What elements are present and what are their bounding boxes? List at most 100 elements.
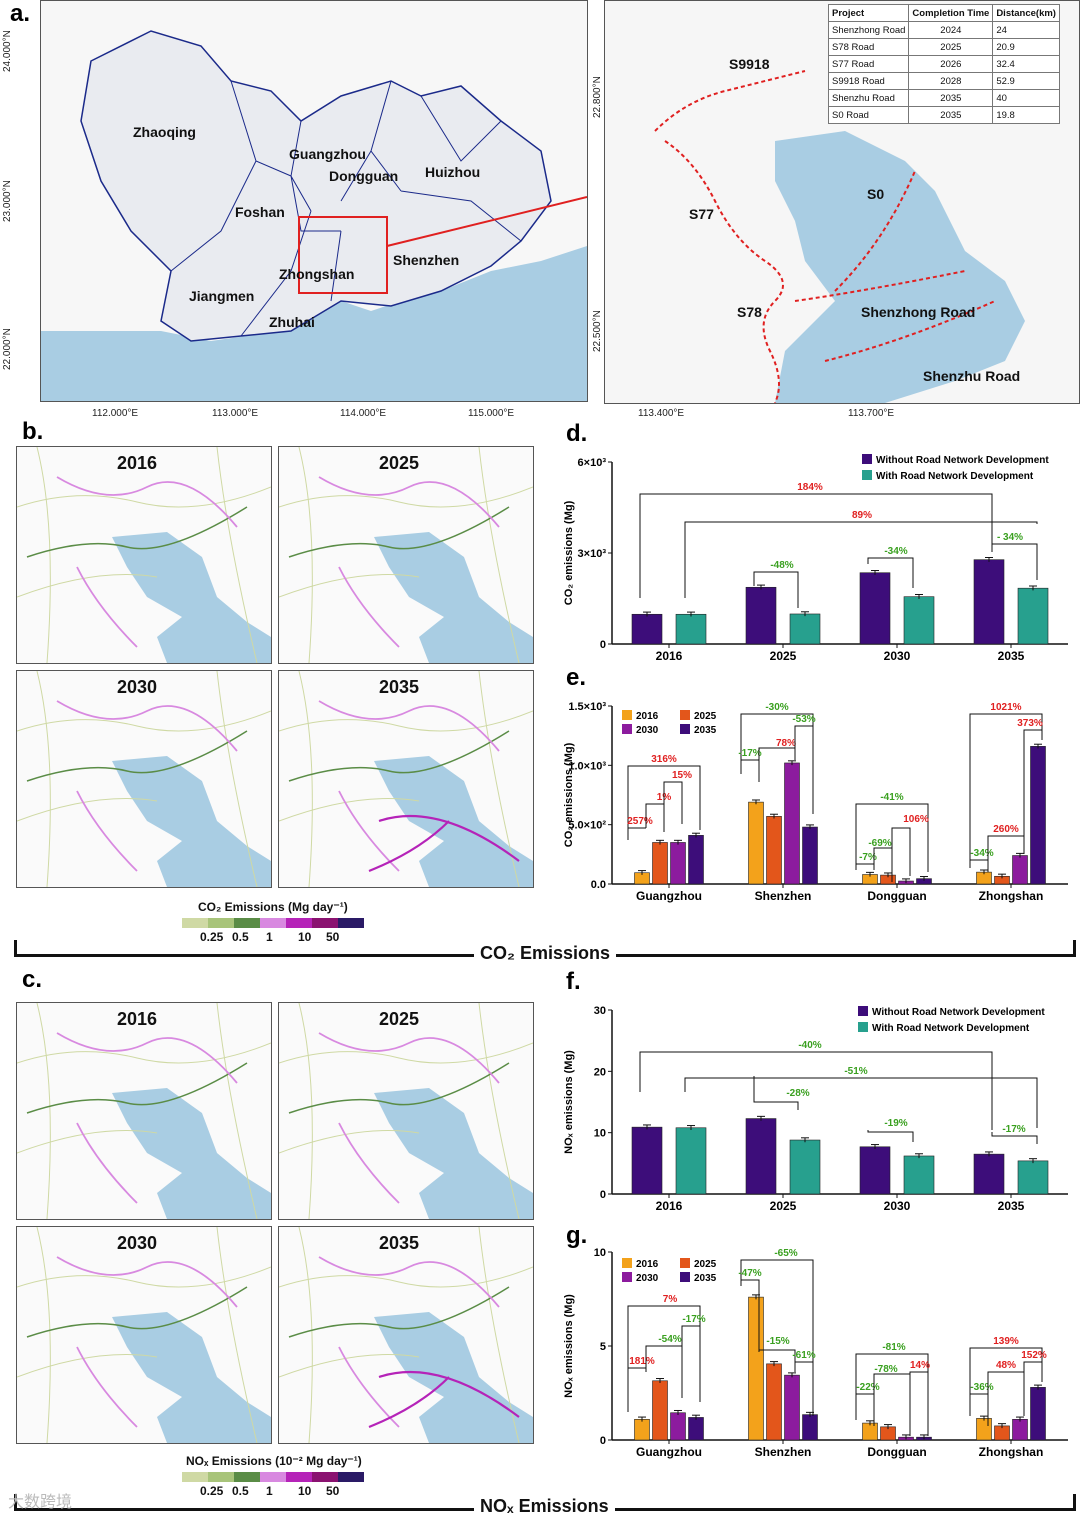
table-cell: 19.8 (992, 106, 1060, 124)
lon-axis-a: 112.000°E 113.000°E 114.000°E 115.000°E (92, 408, 514, 419)
legend-swatch (182, 1472, 208, 1482)
emission-map-2016: 2016 (16, 446, 272, 664)
bar (1012, 855, 1028, 885)
road-segment (26, 506, 248, 558)
x-tick-label: Shenzhen (755, 889, 812, 903)
regional-map: Zhaoqing Guangzhou Huizhou Dongguan Fosh… (40, 0, 588, 402)
x-tick-label: 2025 (770, 649, 797, 663)
x-tick-label: Shenzhen (755, 1445, 812, 1459)
percent-annotation: -28% (786, 1088, 809, 1099)
legend-swatch (680, 710, 690, 720)
comparison-bracket (758, 1349, 796, 1366)
legend-swatch (208, 1472, 234, 1482)
lon-tick: 114.000°E (340, 408, 386, 419)
map-year-label: 2025 (379, 453, 419, 473)
map-year-label: 2016 (117, 1009, 157, 1029)
legend-tick: 10 (298, 930, 312, 944)
comparison-bracket (991, 1132, 1038, 1144)
legend-label: 2035 (694, 1273, 717, 1284)
bar (766, 1363, 782, 1441)
legend-swatch (680, 1272, 690, 1282)
map-year-label: 2030 (117, 1233, 157, 1253)
y-tick-label: 0 (600, 1435, 606, 1447)
panel-label-e: e. (566, 664, 587, 691)
comparison-bracket (639, 493, 993, 598)
legend-tick: 1 (266, 1484, 273, 1498)
emission-map-svg: 2025 (279, 1003, 533, 1219)
legend-label: With Road Network Development (872, 1023, 1030, 1034)
percent-annotation: 89% (852, 510, 872, 521)
comparison-bracket (663, 781, 683, 830)
zoom-box (298, 216, 388, 294)
legend-tick: 0.25 (200, 930, 224, 944)
bar (766, 816, 782, 885)
y-tick-label: 5 (600, 1341, 606, 1353)
minor-roads (17, 671, 271, 887)
legend-swatch (182, 918, 208, 928)
y-tick-label: 30 (594, 1005, 606, 1017)
bar (802, 826, 818, 885)
lon-tick: 115.000°E (468, 408, 514, 419)
x-tick-label: Zhongshan (979, 1445, 1044, 1459)
co2-section-title: CO₂ Emissions (474, 943, 617, 964)
emission-map-svg: 2025 (279, 447, 533, 663)
emission-map-2016: 2016 (16, 1002, 272, 1220)
nox-legend-bar (182, 1472, 364, 1482)
percent-annotation: -65% (774, 1248, 797, 1259)
regional-map-svg: Zhaoqing Guangzhou Huizhou Dongguan Fosh… (41, 1, 587, 401)
nox-section-title: NOₓ Emissions (474, 1496, 615, 1517)
comparison-bracket (855, 1393, 875, 1424)
percent-annotation: -53% (792, 714, 815, 725)
city-label: Shenzhen (393, 252, 459, 268)
bar (862, 1422, 878, 1441)
x-tick-label: Guangzhou (636, 1445, 702, 1459)
bay-water (112, 1312, 271, 1443)
map-year-label: 2035 (379, 677, 419, 697)
comparison-bracket (627, 827, 646, 840)
percent-annotation: -41% (880, 792, 903, 803)
legend-swatch (338, 1472, 364, 1482)
lat-axis-zoom: 22.800°N 22.500°N (592, 76, 603, 352)
x-tick-label: 2035 (998, 649, 1025, 663)
bar (631, 1126, 663, 1195)
emission-map-2025: 2025 (278, 446, 534, 664)
comparison-bracket (991, 543, 1038, 580)
bar (631, 613, 663, 645)
table-row: Shenzhong Road 2024 24 (827, 21, 1060, 39)
co2-legend-bar (182, 918, 364, 928)
legend-swatch (260, 1472, 286, 1482)
bar (903, 596, 935, 645)
comparison-bracket (794, 1361, 814, 1410)
legend-swatch (234, 1472, 260, 1482)
comparison-bracket (1023, 1361, 1043, 1416)
legend-label: 2030 (636, 1273, 659, 1284)
lon-tick: 113.000°E (212, 408, 258, 419)
comparison-bracket (684, 1077, 1038, 1128)
y-axis-label: NOₓ emissions (Mg) (563, 1050, 575, 1154)
lon-axis-zoom: 113.400°E 113.700°E (638, 408, 894, 419)
city-label: Foshan (235, 204, 285, 220)
percent-annotation: 257% (627, 816, 653, 827)
comparison-bracket (627, 765, 701, 840)
bay-water (112, 1088, 271, 1219)
road-label: S78 (737, 304, 762, 320)
road-segment (56, 1032, 238, 1204)
bar (802, 1414, 818, 1441)
lon-tick: 113.400°E (638, 408, 684, 419)
legend-tick: 0.5 (232, 930, 249, 944)
x-tick-label: 2030 (884, 1199, 911, 1213)
x-tick-label: 2035 (998, 1199, 1025, 1213)
legend-swatch (286, 918, 312, 928)
table-cell: 40 (992, 89, 1060, 107)
comparison-bracket (740, 1279, 760, 1352)
percent-annotation: 78% (776, 738, 796, 749)
percent-annotation: 7% (663, 1294, 678, 1305)
panel-label-c: c. (22, 966, 43, 993)
x-tick-label: Guangzhou (636, 889, 702, 903)
sea-area (41, 246, 587, 401)
comparison-bracket (794, 725, 814, 814)
y-tick-label: 1.0×10³ (568, 760, 606, 772)
comparison-bracket (969, 713, 1043, 868)
road-segment (288, 730, 510, 782)
bar (859, 572, 891, 645)
